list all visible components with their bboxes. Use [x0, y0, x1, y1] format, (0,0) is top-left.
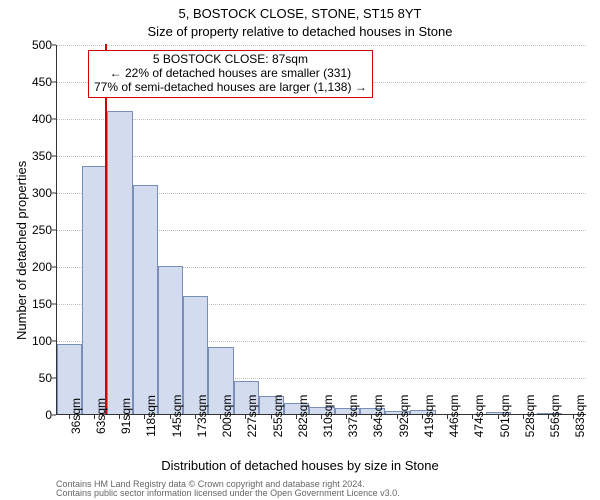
x-tick-mark: [220, 415, 221, 419]
chart-title: 5, BOSTOCK CLOSE, STONE, ST15 8YT: [0, 6, 600, 21]
x-tick-label: 528sqm: [523, 395, 537, 438]
y-tick-label: 500: [32, 38, 52, 52]
x-tick-mark: [94, 415, 95, 419]
x-tick-label: 118sqm: [144, 395, 158, 437]
x-tick-label: 474sqm: [472, 395, 486, 438]
x-tick-mark: [245, 415, 246, 419]
y-tick-label: 0: [45, 408, 52, 422]
y-tick-mark: [52, 341, 56, 342]
x-tick-mark: [296, 415, 297, 419]
x-tick-label: 392sqm: [397, 395, 411, 438]
y-tick-mark: [52, 119, 56, 120]
histogram-bar: [133, 185, 158, 414]
x-tick-label: 173sqm: [195, 395, 209, 438]
histogram-bar: [82, 166, 107, 414]
x-tick-label: 419sqm: [422, 395, 436, 438]
x-tick-label: 255sqm: [271, 395, 285, 438]
y-tick-label: 300: [32, 186, 52, 200]
y-tick-mark: [52, 415, 56, 416]
x-tick-mark: [346, 415, 347, 419]
y-tick-mark: [52, 156, 56, 157]
x-tick-label: 282sqm: [296, 395, 310, 438]
x-tick-mark: [573, 415, 574, 419]
x-tick-mark: [548, 415, 549, 419]
y-tick-label: 100: [32, 334, 52, 348]
x-tick-mark: [523, 415, 524, 419]
chart-subtitle: Size of property relative to detached ho…: [0, 24, 600, 39]
x-tick-mark: [195, 415, 196, 419]
annotation-box: 5 BOSTOCK CLOSE: 87sqm ← 22% of detached…: [88, 50, 373, 98]
y-tick-mark: [52, 267, 56, 268]
x-tick-mark: [321, 415, 322, 419]
y-tick-mark: [52, 378, 56, 379]
x-tick-label: 36sqm: [69, 398, 83, 434]
x-tick-mark: [119, 415, 120, 419]
x-tick-label: 63sqm: [94, 398, 108, 434]
y-tick-label: 250: [32, 223, 52, 237]
x-tick-label: 446sqm: [447, 395, 461, 438]
y-tick-mark: [52, 230, 56, 231]
x-tick-mark: [472, 415, 473, 419]
x-tick-label: 227sqm: [245, 395, 259, 438]
y-tick-label: 350: [32, 149, 52, 163]
y-tick-label: 150: [32, 297, 52, 311]
x-tick-mark: [144, 415, 145, 419]
histogram-bar: [158, 266, 183, 414]
x-tick-mark: [271, 415, 272, 419]
plot-area: [56, 45, 586, 415]
y-tick-mark: [52, 45, 56, 46]
x-tick-label: 145sqm: [170, 395, 184, 438]
x-tick-label: 337sqm: [346, 395, 360, 438]
annotation-line-1: 5 BOSTOCK CLOSE: 87sqm: [94, 53, 367, 67]
x-tick-mark: [498, 415, 499, 419]
y-tick-mark: [52, 304, 56, 305]
y-tick-label: 50: [39, 371, 52, 385]
footnote: Contains HM Land Registry data © Crown c…: [56, 480, 400, 498]
y-tick-label: 450: [32, 75, 52, 89]
x-tick-label: 556sqm: [548, 395, 562, 438]
x-tick-mark: [447, 415, 448, 419]
x-tick-label: 583sqm: [573, 395, 587, 438]
y-axis-label: Number of detached properties: [14, 161, 29, 340]
x-tick-mark: [397, 415, 398, 419]
x-tick-label: 91sqm: [119, 398, 133, 434]
histogram-bar: [107, 111, 132, 414]
x-tick-mark: [170, 415, 171, 419]
property-marker-line: [105, 44, 107, 414]
x-tick-mark: [422, 415, 423, 419]
x-tick-label: 501sqm: [498, 395, 512, 438]
gridline: [57, 45, 586, 46]
chart-container: 5, BOSTOCK CLOSE, STONE, ST15 8YT Size o…: [0, 0, 600, 500]
x-tick-label: 364sqm: [371, 395, 385, 438]
x-tick-label: 200sqm: [220, 395, 234, 438]
y-tick-label: 400: [32, 112, 52, 126]
x-tick-mark: [69, 415, 70, 419]
y-tick-mark: [52, 82, 56, 83]
gridline: [57, 156, 586, 157]
y-tick-label: 200: [32, 260, 52, 274]
annotation-line-2: ← 22% of detached houses are smaller (33…: [94, 67, 367, 81]
x-tick-label: 310sqm: [321, 395, 335, 438]
annotation-line-3: 77% of semi-detached houses are larger (…: [94, 81, 367, 95]
gridline: [57, 119, 586, 120]
x-axis-label: Distribution of detached houses by size …: [0, 458, 600, 473]
footnote-line-2: Contains public sector information licen…: [56, 489, 400, 498]
y-tick-mark: [52, 193, 56, 194]
x-tick-mark: [371, 415, 372, 419]
